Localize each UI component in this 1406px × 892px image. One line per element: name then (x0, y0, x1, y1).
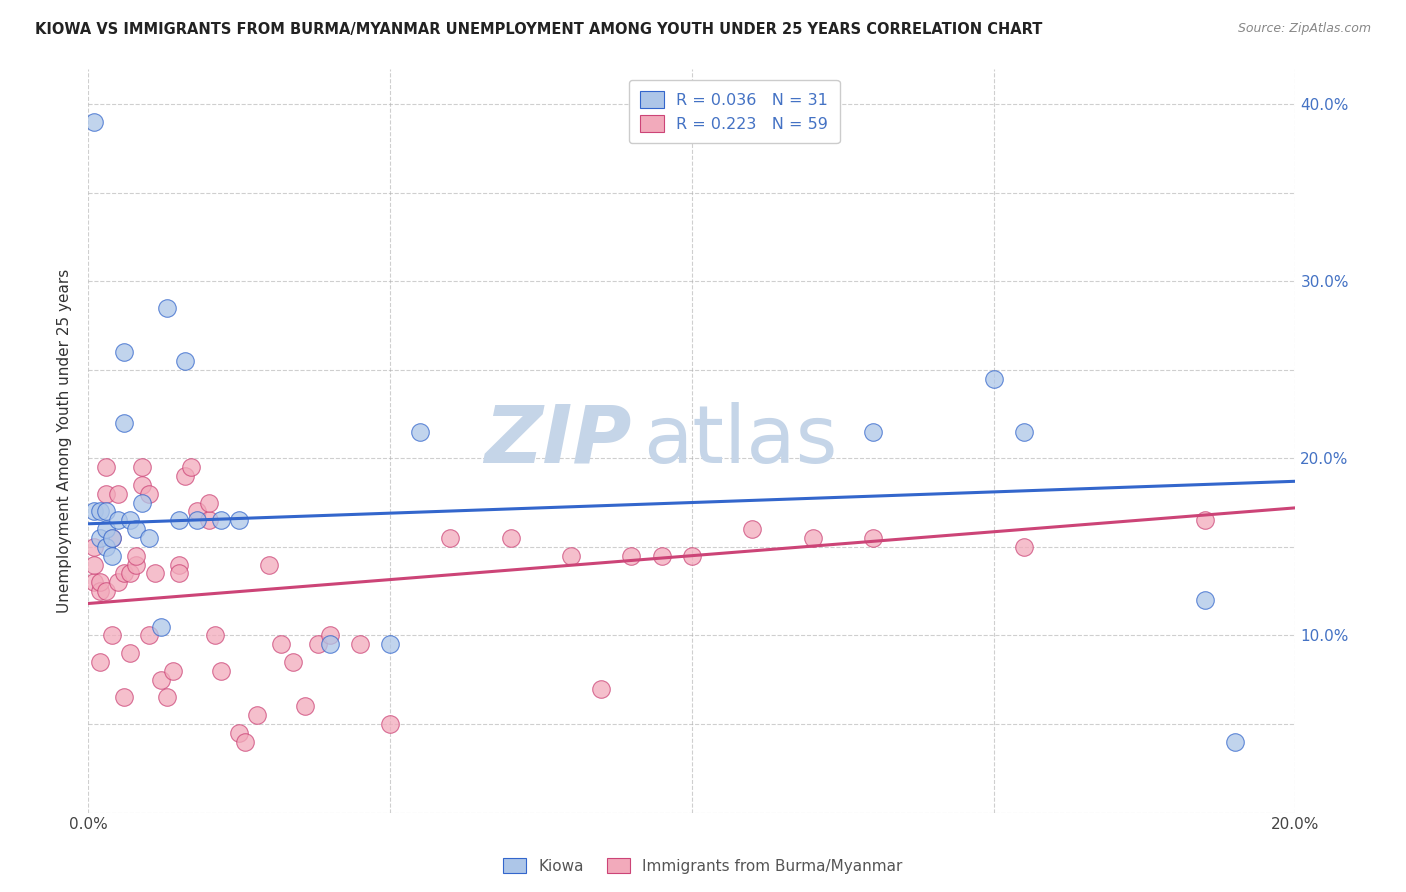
Point (228, 726, 250, 740)
Point (318, 637, 340, 651)
Point (186, 504, 208, 518)
Point (112, 566, 135, 581)
Point (1223, 734, 1246, 748)
Point (156, 690, 179, 705)
Point (120, 513, 142, 527)
Point (112, 345, 135, 359)
Point (198, 513, 221, 527)
Point (83, 114, 105, 128)
Point (228, 513, 250, 527)
Point (801, 531, 824, 545)
Point (1012, 540, 1035, 554)
Point (167, 566, 190, 581)
Point (107, 575, 129, 590)
Point (439, 531, 461, 545)
Point (983, 371, 1005, 385)
Point (89, 575, 111, 590)
Point (143, 566, 166, 581)
Point (107, 513, 129, 527)
Point (138, 486, 160, 500)
Point (591, 681, 613, 696)
Point (283, 655, 305, 669)
Point (318, 628, 340, 642)
Point (83, 575, 105, 590)
Point (89, 655, 111, 669)
Point (101, 531, 124, 545)
Point (96, 504, 118, 518)
Point (209, 664, 232, 678)
Point (378, 637, 401, 651)
Point (167, 558, 190, 572)
Point (862, 425, 884, 439)
Text: ZIP: ZIP (484, 401, 631, 480)
Point (131, 478, 153, 492)
Text: KIOWA VS IMMIGRANTS FROM BURMA/MYANMAR UNEMPLOYMENT AMONG YOUTH UNDER 25 YEARS C: KIOWA VS IMMIGRANTS FROM BURMA/MYANMAR U… (35, 22, 1042, 37)
Point (307, 637, 329, 651)
Legend: Kiowa, Immigrants from Burma/Myanmar: Kiowa, Immigrants from Burma/Myanmar (498, 852, 908, 880)
Point (257, 558, 280, 572)
Point (681, 549, 703, 563)
Point (1194, 513, 1216, 527)
Point (198, 495, 221, 509)
Point (101, 628, 124, 642)
Point (209, 513, 232, 527)
Point (862, 531, 884, 545)
Point (96, 522, 118, 536)
Point (560, 549, 582, 563)
Point (186, 513, 208, 527)
Point (112, 690, 135, 705)
Point (112, 416, 135, 430)
Point (149, 619, 172, 633)
Point (131, 460, 153, 475)
Legend: R = 0.036   N = 31, R = 0.223   N = 59: R = 0.036 N = 31, R = 0.223 N = 59 (628, 80, 839, 143)
Point (180, 460, 202, 475)
Point (101, 549, 124, 563)
Point (162, 664, 184, 678)
Point (131, 495, 153, 509)
Point (83, 540, 105, 554)
Point (378, 717, 401, 731)
Point (138, 531, 160, 545)
Point (173, 469, 195, 483)
Point (96, 584, 118, 599)
Point (125, 522, 148, 536)
Point (107, 486, 129, 500)
Point (1012, 425, 1035, 439)
Point (651, 549, 673, 563)
Point (101, 531, 124, 545)
Point (96, 460, 118, 475)
Point (246, 708, 269, 723)
Point (270, 637, 292, 651)
Point (173, 353, 195, 368)
Point (294, 699, 316, 714)
Point (409, 425, 432, 439)
Point (741, 522, 763, 536)
Point (89, 504, 111, 518)
Point (96, 540, 118, 554)
Point (233, 734, 256, 748)
Point (83, 504, 105, 518)
Text: Source: ZipAtlas.com: Source: ZipAtlas.com (1237, 22, 1371, 36)
Point (120, 646, 142, 660)
Point (167, 513, 190, 527)
Point (125, 549, 148, 563)
Point (349, 637, 371, 651)
Point (89, 531, 111, 545)
Point (83, 558, 105, 572)
Point (156, 301, 179, 315)
Y-axis label: Unemployment Among Youth under 25 years: Unemployment Among Youth under 25 years (58, 268, 72, 613)
Point (96, 486, 118, 500)
Point (149, 673, 172, 687)
Point (138, 628, 160, 642)
Point (125, 558, 148, 572)
Point (89, 584, 111, 599)
Point (204, 628, 226, 642)
Point (1194, 593, 1216, 607)
Text: atlas: atlas (644, 401, 838, 480)
Point (620, 549, 643, 563)
Point (120, 566, 142, 581)
Point (499, 531, 522, 545)
